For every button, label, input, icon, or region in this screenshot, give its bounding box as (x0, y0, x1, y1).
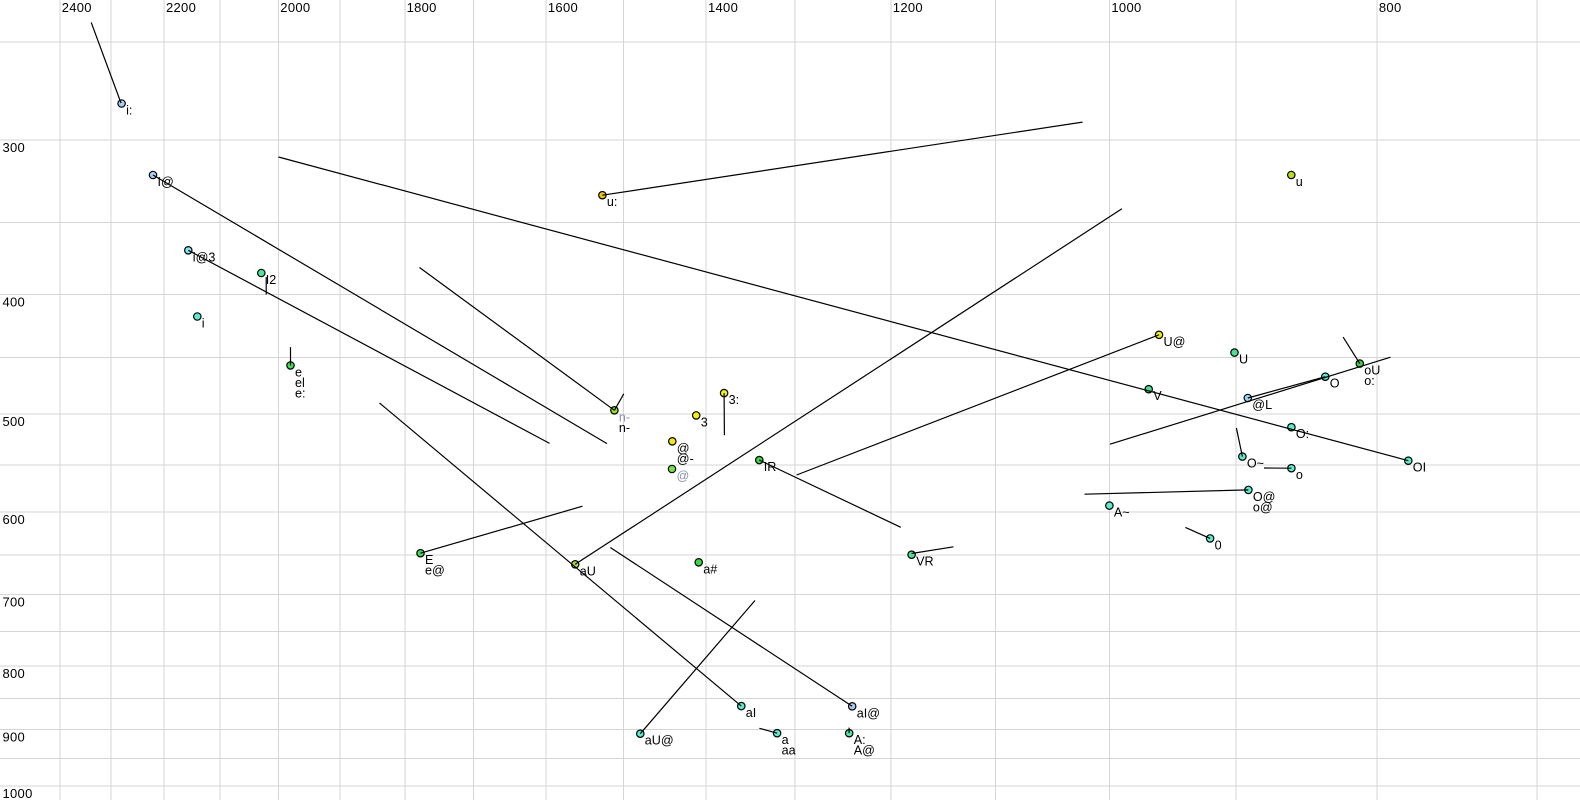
svg-text:aU@: aU@ (645, 734, 674, 748)
svg-text:U@: U@ (1164, 335, 1186, 349)
svg-text:o: o (1296, 468, 1303, 482)
svg-text:1400: 1400 (708, 0, 738, 15)
svg-text:A@: A@ (854, 744, 875, 758)
svg-text:aa: aa (782, 744, 796, 758)
svg-text:e: e (295, 365, 302, 379)
svg-text:600: 600 (3, 512, 26, 527)
svg-text:aI@: aI@ (857, 706, 880, 720)
svg-text:A:: A: (854, 733, 866, 747)
svg-text:o@: o@ (1253, 500, 1273, 514)
svg-text:2000: 2000 (280, 0, 310, 15)
svg-text:900: 900 (3, 729, 26, 744)
svg-text:1000: 1000 (3, 786, 33, 800)
svg-text:u: u (1296, 175, 1303, 189)
svg-text:400: 400 (3, 294, 26, 309)
svg-text:i: i (202, 317, 205, 331)
svg-text:e@: e@ (425, 564, 445, 578)
svg-text:O: O (1330, 377, 1340, 391)
svg-text:i@3: i@3 (193, 250, 216, 264)
svg-text:800: 800 (1379, 0, 1402, 15)
svg-text:800: 800 (3, 666, 26, 681)
svg-text:1000: 1000 (1111, 0, 1141, 15)
svg-text:a: a (782, 733, 789, 747)
svg-text:I2: I2 (266, 273, 277, 287)
svg-text:E: E (425, 553, 433, 567)
svg-text:i:: i: (126, 104, 132, 118)
svg-text:aI: aI (746, 706, 757, 720)
svg-text:1600: 1600 (548, 0, 578, 15)
svg-text:3: 3 (701, 415, 708, 429)
svg-text:V: V (1153, 389, 1162, 403)
svg-text:o:: o: (1364, 374, 1375, 388)
svg-text:1200: 1200 (893, 0, 923, 15)
svg-text:A~: A~ (1114, 506, 1130, 520)
svg-text:700: 700 (3, 595, 26, 610)
svg-text:u:: u: (607, 195, 618, 209)
svg-text:0: 0 (1215, 538, 1222, 552)
svg-text:IR: IR (764, 460, 777, 474)
svg-text:O@: O@ (1253, 490, 1276, 504)
svg-text:e:: e: (295, 386, 306, 400)
svg-text:500: 500 (3, 414, 26, 429)
svg-text:@-: @- (677, 452, 694, 466)
svg-text:O:: O: (1296, 427, 1309, 441)
svg-text:@L: @L (1252, 398, 1272, 412)
svg-text:VR: VR (916, 555, 934, 569)
svg-text:n-: n- (619, 421, 630, 435)
svg-text:2400: 2400 (62, 0, 92, 15)
svg-text:@: @ (677, 469, 690, 483)
svg-text:@: @ (677, 441, 690, 455)
svg-text:aU: aU (580, 564, 596, 578)
svg-text:O~: O~ (1247, 457, 1264, 471)
svg-text:oU: oU (1364, 364, 1380, 378)
svg-text:2200: 2200 (166, 0, 196, 15)
svg-text:U: U (1239, 353, 1248, 367)
svg-text:3:: 3: (729, 393, 740, 407)
svg-text:n-: n- (619, 410, 630, 424)
svg-text:1800: 1800 (407, 0, 437, 15)
svg-text:I@: I@ (158, 175, 174, 189)
svg-text:a#: a# (703, 562, 717, 576)
svg-text:300: 300 (3, 140, 26, 155)
svg-text:el: el (295, 376, 305, 390)
svg-text:OI: OI (1413, 461, 1426, 475)
